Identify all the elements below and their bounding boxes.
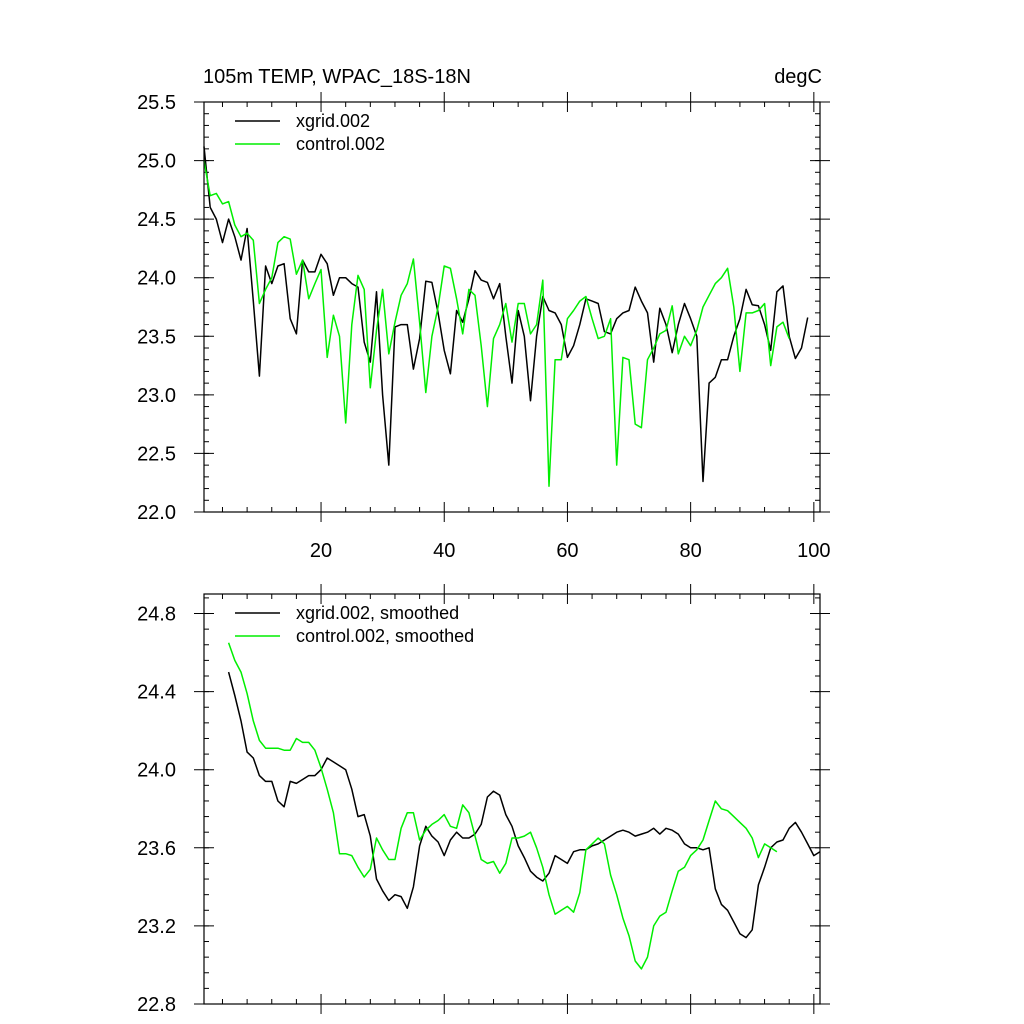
- bottom-panel: 22.8 23.2 23.6 24.0 24.4 24.8 xgrid.002, smoo…: [137, 584, 830, 1016]
- x-tick-label: 60: [556, 540, 578, 562]
- plot-frame: [203, 101, 821, 513]
- series-line-xgrid: [203, 146, 809, 483]
- series-line-control: [203, 160, 790, 487]
- y-axis-ticks: 22.0 22.5 23.0 23.5 24.0 24.5 25.0 25.5: [137, 92, 830, 524]
- legend-label: xgrid.002, smoothed: [296, 603, 459, 623]
- minor-ticks: [204, 594, 820, 1005]
- y-tick-label: 23.0: [137, 385, 176, 407]
- y-tick-label: 22.5: [137, 443, 176, 465]
- y-tick-label: 24.4: [137, 682, 176, 704]
- legend: xgrid.002, smoothed control.002, smoothed: [235, 603, 474, 646]
- x-tick-label: 20: [310, 540, 332, 562]
- x-tick-label: 100: [797, 540, 830, 562]
- x-tick-label: 40: [433, 540, 455, 562]
- series-line-xgrid: [227, 671, 821, 939]
- x-axis-ticks: 20 40 60 80 100: [310, 92, 831, 562]
- panel-title-right: degC: [774, 66, 822, 88]
- x-axis-ticks: [320, 584, 815, 1014]
- panel-title-left: 105m TEMP, WPAC_18S-18N: [203, 66, 471, 88]
- y-tick-label: 25.0: [137, 151, 176, 173]
- y-tick-label: 22.8: [137, 994, 176, 1016]
- y-tick-label: 25.5: [137, 92, 176, 114]
- y-tick-label: 23.2: [137, 916, 176, 938]
- y-tick-label: 22.0: [137, 502, 176, 524]
- series-group: [203, 146, 809, 487]
- x-tick-label: 80: [680, 540, 702, 562]
- legend-label: control.002: [296, 134, 385, 154]
- minor-ticks: [204, 101, 820, 513]
- series-line-control: [227, 642, 778, 970]
- y-axis-ticks: 22.8 23.2 23.6 24.0 24.4 24.8: [137, 604, 830, 1016]
- y-tick-label: 24.5: [137, 209, 176, 231]
- legend: xgrid.002 control.002: [235, 111, 385, 154]
- legend-label: control.002, smoothed: [296, 626, 474, 646]
- legend-label: xgrid.002: [296, 111, 370, 131]
- y-tick-label: 23.6: [137, 838, 176, 860]
- plot-frame: [203, 593, 821, 1005]
- top-panel: 105m TEMP, WPAC_18S-18N degC 22.0 22.5 23.…: [137, 66, 830, 562]
- series-group: [227, 642, 821, 970]
- y-tick-label: 24.0: [137, 760, 176, 782]
- y-tick-label: 23.5: [137, 326, 176, 348]
- y-tick-label: 24.8: [137, 604, 176, 626]
- y-tick-label: 24.0: [137, 268, 176, 290]
